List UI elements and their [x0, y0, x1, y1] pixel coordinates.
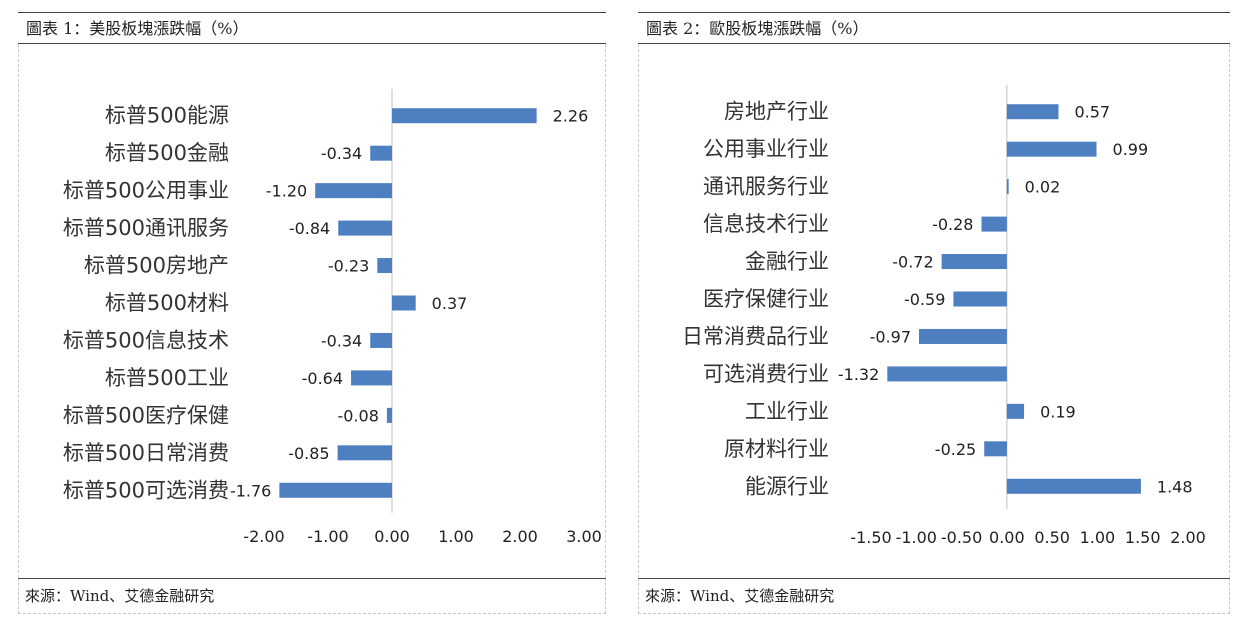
chart-area: 标普500能源 2.26 标普500金融 -0.34 标普500公用事业 -1.20 标普5…	[18, 44, 606, 578]
x-tick-label: -0.50	[941, 528, 982, 547]
category-label: 标普500金融	[105, 141, 229, 165]
x-tick-label: -2.00	[243, 527, 284, 546]
chart-source: 來源：Wind、艾德金融研究	[638, 578, 1230, 614]
bar	[1006, 104, 1059, 120]
data-label: -0.25	[935, 440, 976, 459]
bar	[981, 216, 1007, 232]
category-label: 标普500日常消费	[63, 441, 229, 465]
data-label: -0.59	[904, 290, 945, 309]
bar	[279, 482, 392, 498]
data-label: 0.02	[1025, 178, 1061, 197]
category-label: 标普500医疗保健	[63, 403, 229, 427]
data-label: 0.99	[1113, 140, 1149, 159]
data-label: -0.64	[302, 369, 343, 388]
category-label: 日常消费品行业	[682, 324, 829, 348]
category-label: 标普500工业	[105, 366, 229, 390]
data-label: -0.34	[321, 331, 362, 350]
bar	[370, 332, 392, 348]
data-label: -1.32	[838, 365, 879, 384]
data-label: 2.26	[553, 107, 589, 126]
bar-chart-us: 标普500能源 2.26 标普500金融 -0.34 标普500公用事业 -1.20 标普5…	[63, 89, 602, 546]
x-tick-label: 2.00	[502, 527, 538, 546]
bar	[1006, 179, 1009, 195]
chart-panel-europe: 圖表 2：歐股板塊漲跌幅（%） 房地产行业 0.57 公用事业行业 0.99 通讯服务行…	[638, 12, 1230, 614]
category-label: 标普500信息技术	[63, 328, 229, 352]
bar	[338, 220, 392, 236]
category-label: 标普500房地产	[84, 254, 229, 278]
x-tick-label: -1.00	[896, 528, 937, 547]
x-tick-label: 0.00	[374, 527, 410, 546]
data-label: -0.23	[328, 257, 369, 276]
x-tick-label: 3.00	[566, 527, 602, 546]
bar	[315, 183, 392, 199]
category-label: 通讯服务行业	[703, 175, 829, 199]
data-label: -1.76	[230, 481, 271, 500]
x-tick-label: 0.00	[989, 528, 1025, 547]
category-label: 标普500可选消费	[63, 478, 229, 502]
category-label: 标普500通讯服务	[63, 216, 229, 240]
bar	[1006, 478, 1141, 494]
bar	[919, 328, 1007, 344]
x-tick-label: 0.50	[1034, 528, 1070, 547]
bar	[351, 370, 392, 386]
data-label: -0.84	[289, 219, 330, 238]
chart-title: 圖表 2：歐股板塊漲跌幅（%）	[638, 12, 1230, 44]
data-label: 0.19	[1040, 402, 1076, 421]
category-label: 房地产行业	[724, 100, 829, 124]
category-label: 工业行业	[745, 399, 829, 423]
data-label: -0.34	[321, 144, 362, 163]
data-label: 0.57	[1074, 103, 1110, 122]
category-label: 金融行业	[745, 250, 829, 274]
category-label: 医疗保健行业	[703, 287, 829, 311]
bar	[1006, 403, 1025, 419]
category-label: 标普500公用事业	[63, 179, 229, 203]
category-label: 能源行业	[745, 474, 829, 498]
category-label: 标普500能源	[105, 104, 229, 128]
x-tick-label: 2.00	[1170, 528, 1206, 547]
chart-panel-us: 圖表 1：美股板塊漲跌幅（%） 标普500能源 2.26 标普500金融 -0.34 标…	[18, 12, 606, 614]
data-label: -0.08	[337, 406, 378, 425]
x-tick-label: 1.50	[1125, 528, 1161, 547]
data-label: -1.20	[266, 182, 307, 201]
bar	[392, 108, 537, 124]
x-tick-label: 1.00	[1080, 528, 1116, 547]
x-tick-label: 1.00	[438, 527, 474, 546]
data-label: -0.97	[870, 327, 911, 346]
data-label: -0.85	[288, 444, 329, 463]
category-label: 标普500材料	[105, 291, 229, 315]
bar	[941, 254, 1007, 270]
chart-source: 來源：Wind、艾德金融研究	[18, 578, 606, 614]
category-label: 可选消费行业	[703, 362, 829, 386]
bar	[887, 366, 1007, 382]
data-label: -0.72	[892, 253, 933, 272]
category-label: 原材料行业	[724, 437, 829, 461]
bar	[1006, 141, 1097, 157]
category-label: 信息技术行业	[703, 212, 829, 236]
bar-chart-europe: 房地产行业 0.57 公用事业行业 0.99 通讯服务行业 0.02 信息技术行业 -0.28…	[682, 85, 1206, 547]
bar	[386, 407, 392, 423]
category-label: 公用事业行业	[703, 137, 829, 161]
bar	[370, 145, 392, 161]
chart-area: 房地产行业 0.57 公用事业行业 0.99 通讯服务行业 0.02 信息技术行业 -0.28…	[638, 44, 1230, 578]
data-label: 0.37	[432, 294, 468, 313]
data-label: 1.48	[1157, 477, 1193, 496]
x-tick-label: -1.00	[307, 527, 348, 546]
bar	[984, 441, 1007, 457]
bar	[953, 291, 1007, 307]
data-label: -0.28	[932, 215, 973, 234]
chart-title: 圖表 1：美股板塊漲跌幅（%）	[18, 12, 606, 44]
x-tick-label: -1.50	[850, 528, 891, 547]
bar	[377, 258, 392, 274]
bar	[392, 295, 416, 311]
bar	[337, 445, 392, 461]
